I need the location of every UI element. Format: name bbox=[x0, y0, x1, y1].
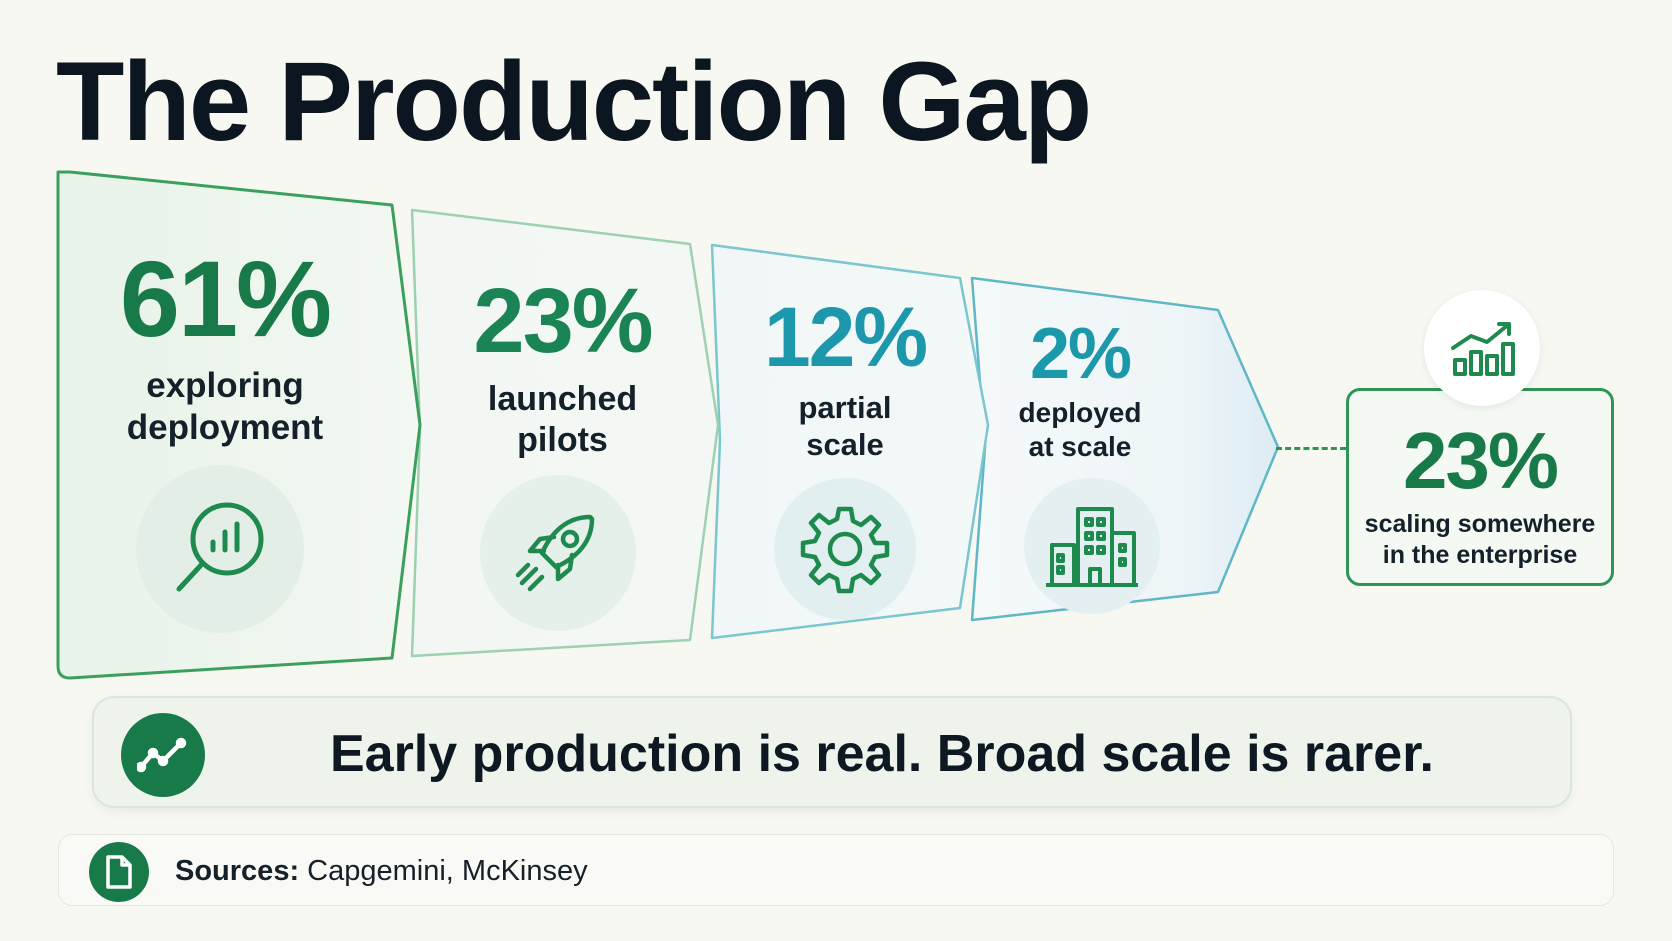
sources-list: Capgemini, McKinsey bbox=[299, 855, 588, 887]
stage-label-line: launched bbox=[487, 380, 638, 418]
result-percentage: 23% bbox=[1402, 416, 1559, 505]
stage-label: launched pilots bbox=[435, 379, 690, 461]
stage-label-line: scale bbox=[806, 427, 884, 463]
magnifier-chart-icon bbox=[136, 465, 304, 633]
gear-icon bbox=[774, 478, 916, 620]
result-label-line: in the enterprise bbox=[1382, 541, 1578, 570]
key-insight-callout: Early production is real. Broad scale is… bbox=[92, 696, 1572, 808]
stage-percentage: 23% bbox=[473, 270, 653, 372]
result-label-line: scaling somewhere bbox=[1364, 510, 1596, 538]
stage-label-line: exploring bbox=[146, 366, 304, 405]
stage-percentage: 61% bbox=[119, 238, 332, 359]
stage-label-line: partial bbox=[798, 390, 892, 425]
sources-label: Sources: bbox=[175, 855, 300, 887]
stage-partial-scale: 12% partial scale bbox=[740, 295, 950, 463]
stage-label-line: deployed bbox=[1018, 397, 1142, 428]
building-icon bbox=[1024, 478, 1160, 614]
document-icon bbox=[89, 842, 149, 902]
stage-label-line: pilots bbox=[517, 420, 608, 459]
stage-label-line: at scale bbox=[1028, 430, 1132, 462]
connector-dashed-line bbox=[1276, 447, 1346, 450]
stage-launched-pilots: 23% launched pilots bbox=[435, 275, 690, 461]
result-label: scaling somewhere in the enterprise bbox=[1357, 509, 1603, 572]
stage-label: exploring deployment bbox=[90, 365, 360, 449]
stage-label: deployed at scale bbox=[980, 396, 1180, 463]
growth-chart-icon bbox=[1424, 290, 1540, 406]
trend-line-icon bbox=[121, 713, 205, 797]
sources-bar: Sources: Capgemini, McKinsey bbox=[58, 834, 1614, 906]
stage-label-line: deployment bbox=[126, 408, 324, 447]
sources-text: Sources: Capgemini, McKinsey bbox=[175, 855, 588, 888]
page-title: The Production Gap bbox=[56, 39, 1092, 164]
stage-percentage: 12% bbox=[763, 290, 928, 384]
stage-exploring: 61% exploring deployment bbox=[90, 245, 360, 449]
callout-text: Early production is real. Broad scale is… bbox=[329, 725, 1435, 783]
rocket-icon bbox=[480, 475, 636, 631]
stage-deployed-at-scale: 2% deployed at scale bbox=[980, 318, 1180, 463]
stage-percentage: 2% bbox=[1029, 314, 1132, 394]
result-card: 23% scaling somewhere in the enterprise bbox=[1346, 388, 1614, 586]
stage-label: partial scale bbox=[740, 389, 950, 463]
